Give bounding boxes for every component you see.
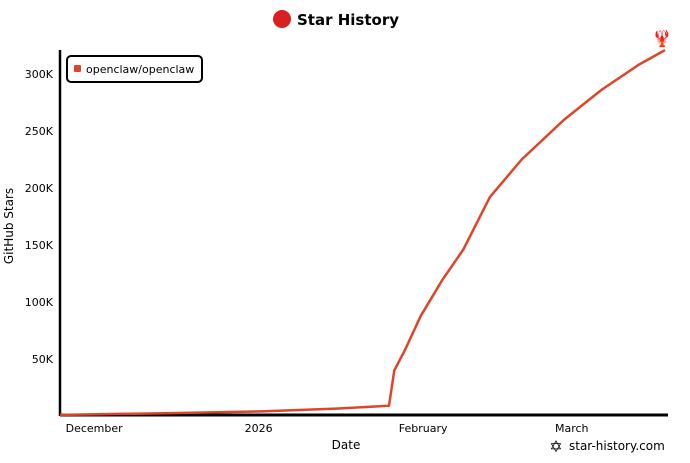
- watermark-text[interactable]: star-history.com: [569, 439, 665, 453]
- x-tick-label: February: [399, 422, 448, 435]
- x-tick-label: 2026: [245, 422, 273, 435]
- y-tick-label: 50K: [32, 353, 54, 366]
- y-tick-label: 250K: [25, 125, 54, 138]
- y-axis-ticks: 50K 100K 150K 200K 250K 300K: [25, 68, 54, 366]
- legend: openclaw/openclaw: [66, 55, 203, 83]
- x-tick-label: December: [66, 422, 124, 435]
- legend-label: openclaw/openclaw: [86, 63, 194, 76]
- star-icon: ✡: [549, 437, 562, 456]
- x-tick-label: March: [555, 422, 589, 435]
- chart-title: Star History: [273, 10, 399, 29]
- y-axis-label: GitHub Stars: [2, 188, 16, 264]
- y-tick-label: 150K: [25, 239, 54, 252]
- watermark[interactable]: ✡ star-history.com: [549, 437, 665, 456]
- y-tick-label: 300K: [25, 68, 54, 81]
- series-line-openclaw: [59, 49, 666, 417]
- legend-box: [66, 55, 203, 83]
- legend-swatch: [74, 65, 81, 72]
- chart-title-text: Star History: [297, 11, 399, 29]
- lobster-icon: 🦞: [652, 29, 672, 48]
- x-axis-label: Date: [332, 438, 361, 452]
- logo-icon: [273, 10, 291, 28]
- y-tick-label: 200K: [25, 182, 54, 195]
- x-axis-ticks: December 2026 February March: [66, 422, 589, 435]
- y-tick-label: 100K: [25, 296, 54, 309]
